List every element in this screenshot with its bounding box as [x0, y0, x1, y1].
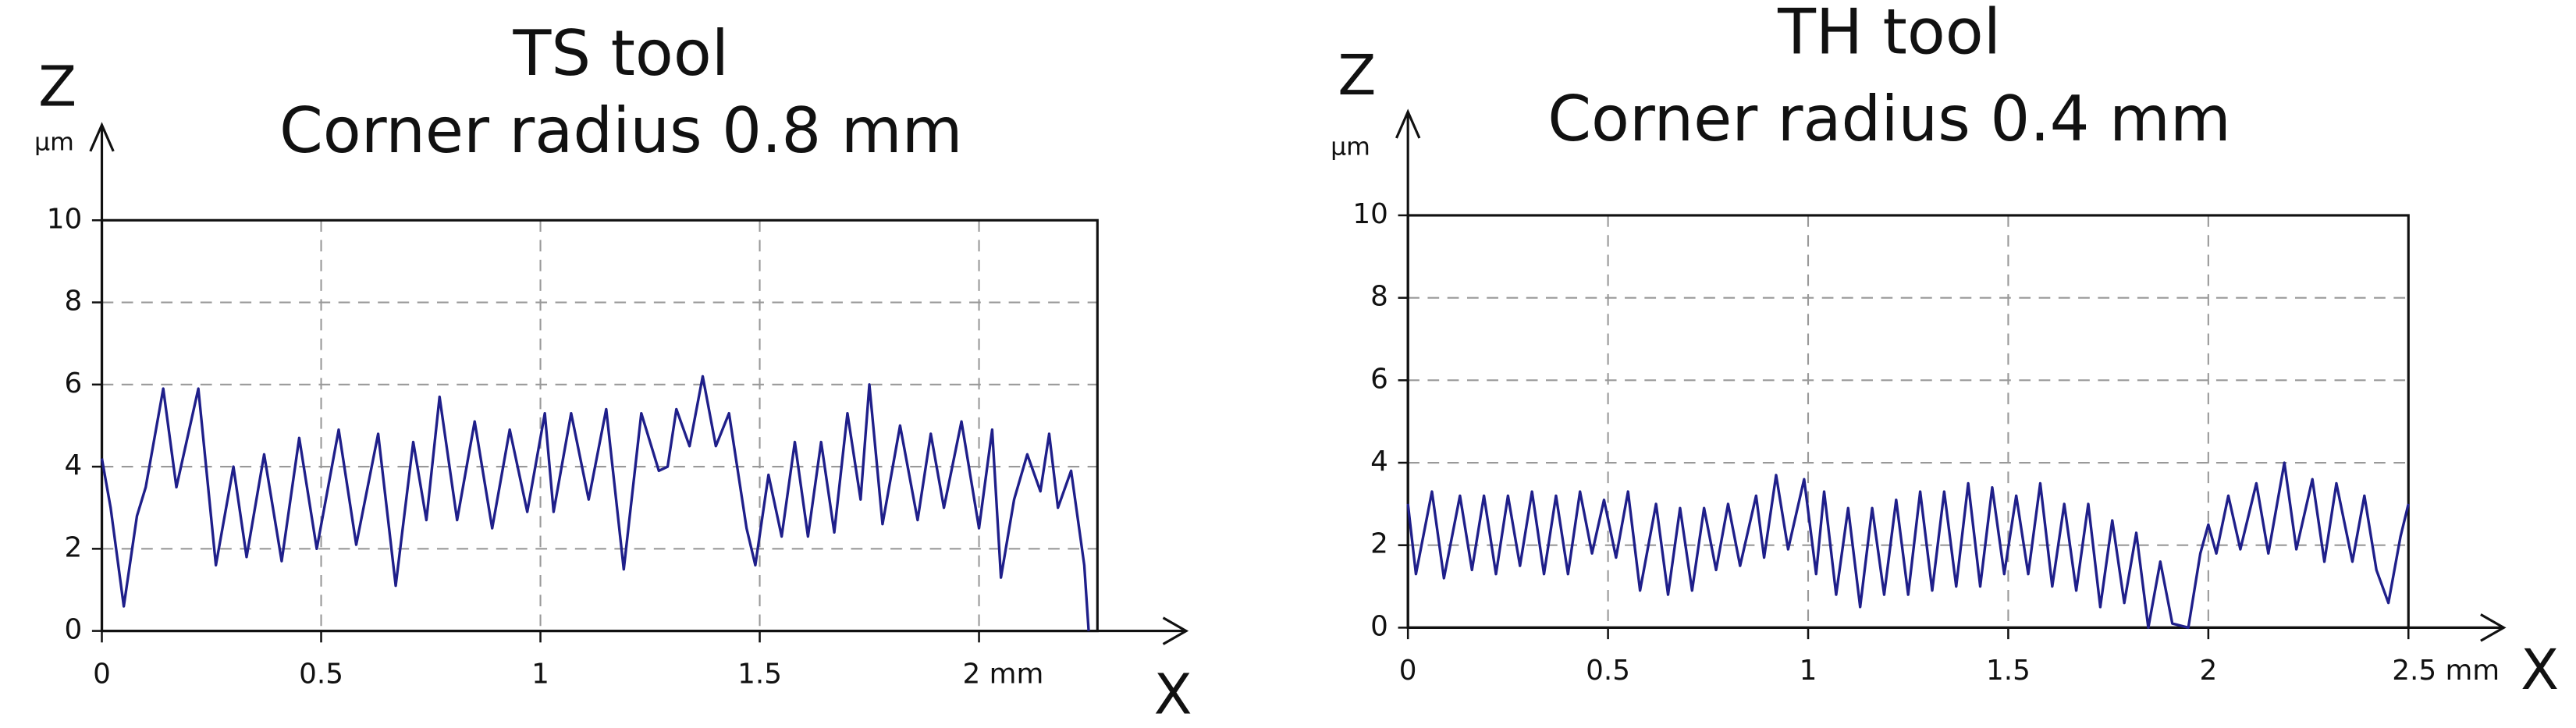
x-axis-arrow: [101, 616, 1189, 645]
profile-line: [100, 375, 1090, 631]
x-axis-label: X: [2521, 637, 2559, 702]
chart-subtitle: Corner radius 0.4 mm: [1547, 83, 2231, 155]
chart-title: TS tool: [513, 17, 730, 90]
x-tick-label: 1: [531, 658, 549, 690]
y-axis-label: Z: [38, 55, 76, 119]
y-tick-label: 10: [47, 203, 83, 235]
x-tick-label: 0: [1399, 655, 1417, 687]
y-tick-label: 4: [1370, 446, 1388, 478]
x-tick-label: 2: [2199, 655, 2217, 687]
plot-frame: [1406, 214, 2410, 629]
x-axis-arrow: [1408, 613, 2507, 642]
plot-frame: [100, 218, 1099, 633]
y-unit-label: µm: [34, 128, 74, 156]
chart-subtitle: Corner radius 0.8 mm: [279, 94, 963, 167]
y-tick-label: 0: [1370, 610, 1388, 642]
x-tick-label: 0.5: [299, 658, 343, 690]
y-tick-label: 4: [64, 449, 82, 481]
y-unit-label: µm: [1331, 133, 1370, 162]
y-tick-label: 8: [1370, 281, 1388, 313]
x-tick-label: 0: [93, 658, 111, 690]
x-axis-label: X: [1154, 662, 1192, 726]
x-tick-label: 1: [1800, 655, 1817, 687]
x-tick-label: 1.5: [737, 658, 782, 690]
y-axis-arrow: [89, 122, 115, 631]
y-tick-label: 8: [64, 286, 82, 318]
x-tick-label: 2 mm: [962, 658, 1043, 690]
chart-title: TH tool: [1777, 0, 2001, 68]
y-tick-label: 2: [64, 531, 82, 563]
y-tick-label: 6: [64, 368, 82, 400]
profile-line: [1406, 461, 2410, 630]
y-axis-arrow: [1395, 108, 1421, 628]
y-axis-label: Z: [1338, 43, 1376, 108]
x-tick-label: 1.5: [1986, 655, 2031, 687]
x-tick-label: 0.5: [1586, 655, 1630, 687]
chart: TH tool Corner radius 0.4 mm Zµm X 0 2 4 6 8 10 0 0…: [1331, 0, 2559, 702]
y-tick-label: 0: [64, 614, 82, 646]
x-tick-label: 2.5 mm: [2392, 655, 2500, 687]
y-tick-label: 2: [1370, 528, 1388, 560]
y-tick-label: 10: [1352, 198, 1388, 230]
y-tick-label: 6: [1370, 363, 1388, 395]
